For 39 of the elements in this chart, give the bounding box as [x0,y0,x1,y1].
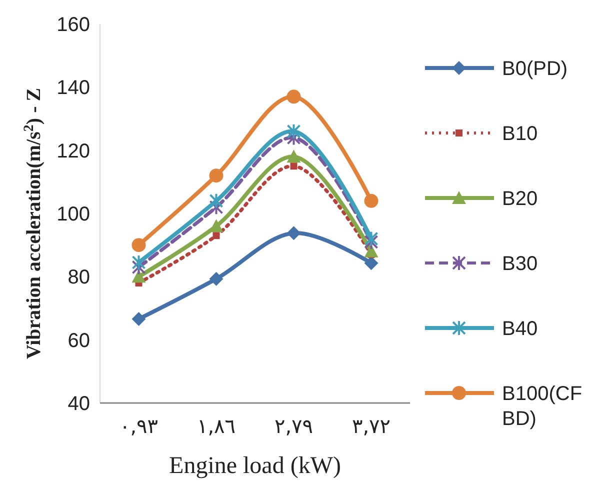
x-tick-label: ٣,٧٢ [352,414,391,438]
point [212,232,220,240]
y-tick-label: 120 [56,140,90,162]
legend-label: B40 [502,318,538,340]
x-tick-label: ٠,٩٣ [119,414,158,438]
legend-label: B10 [502,123,538,145]
legend-label: B0(PD) [502,58,568,80]
y-tick-label: 160 [56,14,90,36]
point [364,230,378,247]
legend-label: B100(CF BD) [502,383,582,430]
x-tick-label: ١,٨٦ [196,414,236,438]
y-tick-label: 60 [68,330,90,352]
point [364,256,378,270]
point [290,162,298,170]
point [364,244,378,258]
point [286,226,301,240]
point [132,270,146,283]
x-axis-title: Engine load (kW) [169,453,341,479]
legend-label: B30 [502,253,538,275]
point [209,199,224,216]
y-tick-label: 100 [56,204,90,226]
point [286,150,301,163]
y-tick-label: 140 [56,77,90,100]
point [209,219,224,232]
point [364,194,378,208]
point [286,90,301,104]
x-tick-label: ٢,٧٩ [274,414,314,438]
point [286,123,301,140]
point [209,168,224,183]
legend-label: B20 [502,188,538,210]
point [132,254,146,270]
point [132,312,146,326]
point [132,238,146,252]
point [364,234,378,250]
y-tick-label: 40 [68,393,90,415]
point [209,192,224,209]
point [132,259,146,276]
y-tick-label: 80 [68,266,90,289]
point [209,272,224,286]
